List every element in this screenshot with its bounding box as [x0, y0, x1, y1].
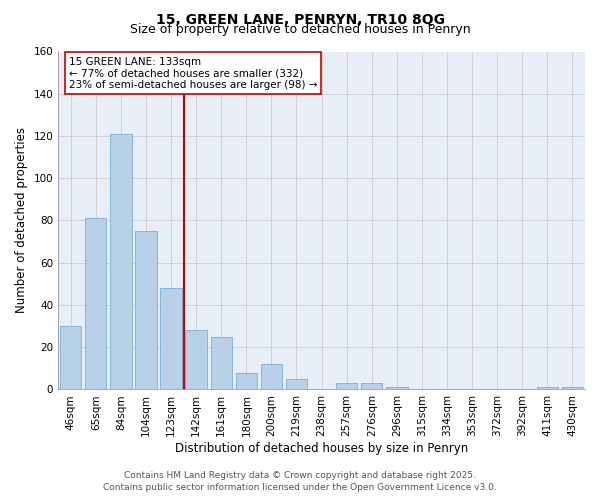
Bar [160, 288, 182, 390]
Bar [185, 330, 207, 390]
Bar [136, 231, 157, 390]
Bar [110, 134, 131, 390]
Bar [85, 218, 106, 390]
Text: Size of property relative to detached houses in Penryn: Size of property relative to detached ho… [130, 22, 470, 36]
Bar [211, 336, 232, 390]
Y-axis label: Number of detached properties: Number of detached properties [15, 128, 28, 314]
Bar [562, 388, 583, 390]
Bar [386, 388, 407, 390]
X-axis label: Distribution of detached houses by size in Penryn: Distribution of detached houses by size … [175, 442, 468, 455]
Bar [286, 379, 307, 390]
Bar [60, 326, 82, 390]
Bar [336, 383, 358, 390]
Bar [236, 372, 257, 390]
Bar [537, 388, 558, 390]
Bar [261, 364, 282, 390]
Text: 15, GREEN LANE, PENRYN, TR10 8QG: 15, GREEN LANE, PENRYN, TR10 8QG [155, 12, 445, 26]
Text: 15 GREEN LANE: 133sqm
← 77% of detached houses are smaller (332)
23% of semi-det: 15 GREEN LANE: 133sqm ← 77% of detached … [69, 56, 317, 90]
Text: Contains HM Land Registry data © Crown copyright and database right 2025.
Contai: Contains HM Land Registry data © Crown c… [103, 471, 497, 492]
Bar [361, 383, 382, 390]
